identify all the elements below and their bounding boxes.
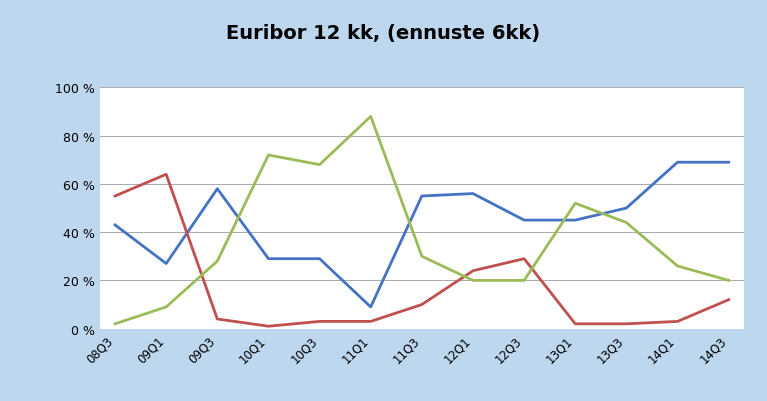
- Alas: [110, 194, 120, 199]
- Ylös: [110, 322, 120, 326]
- Alas: [519, 257, 528, 261]
- Ennallaan: [673, 160, 682, 165]
- Alas: [673, 319, 682, 324]
- Ylös: [417, 254, 426, 259]
- Ennallaan: [162, 261, 171, 266]
- Line: Alas: Alas: [115, 175, 729, 326]
- Alas: [162, 172, 171, 177]
- Ennallaan: [315, 257, 324, 261]
- Alas: [571, 322, 580, 326]
- Ylös: [366, 115, 375, 119]
- Alas: [315, 319, 324, 324]
- Alas: [622, 322, 631, 326]
- Ylös: [212, 259, 222, 264]
- Alas: [366, 319, 375, 324]
- Ylös: [315, 163, 324, 168]
- Ylös: [622, 221, 631, 225]
- Alas: [264, 324, 273, 329]
- Ylös: [519, 278, 528, 283]
- Ylös: [724, 278, 733, 283]
- Ennallaan: [571, 218, 580, 223]
- Ennallaan: [469, 192, 478, 196]
- Ylös: [673, 264, 682, 269]
- Ennallaan: [519, 218, 528, 223]
- Alas: [212, 317, 222, 322]
- Ylös: [469, 278, 478, 283]
- Alas: [417, 302, 426, 307]
- Ylös: [571, 201, 580, 206]
- Ennallaan: [366, 305, 375, 310]
- Ennallaan: [417, 194, 426, 199]
- Alas: [724, 298, 733, 302]
- Ennallaan: [264, 257, 273, 261]
- Ennallaan: [212, 187, 222, 192]
- Line: Ylös: Ylös: [115, 117, 729, 324]
- Alas: [469, 269, 478, 273]
- Text: Euribor 12 kk, (ennuste 6kk): Euribor 12 kk, (ennuste 6kk): [226, 24, 541, 43]
- Ylös: [162, 305, 171, 310]
- Ennallaan: [622, 206, 631, 211]
- Ennallaan: [110, 223, 120, 228]
- Ylös: [264, 153, 273, 158]
- Line: Ennallaan: Ennallaan: [115, 163, 729, 307]
- Ennallaan: [724, 160, 733, 165]
